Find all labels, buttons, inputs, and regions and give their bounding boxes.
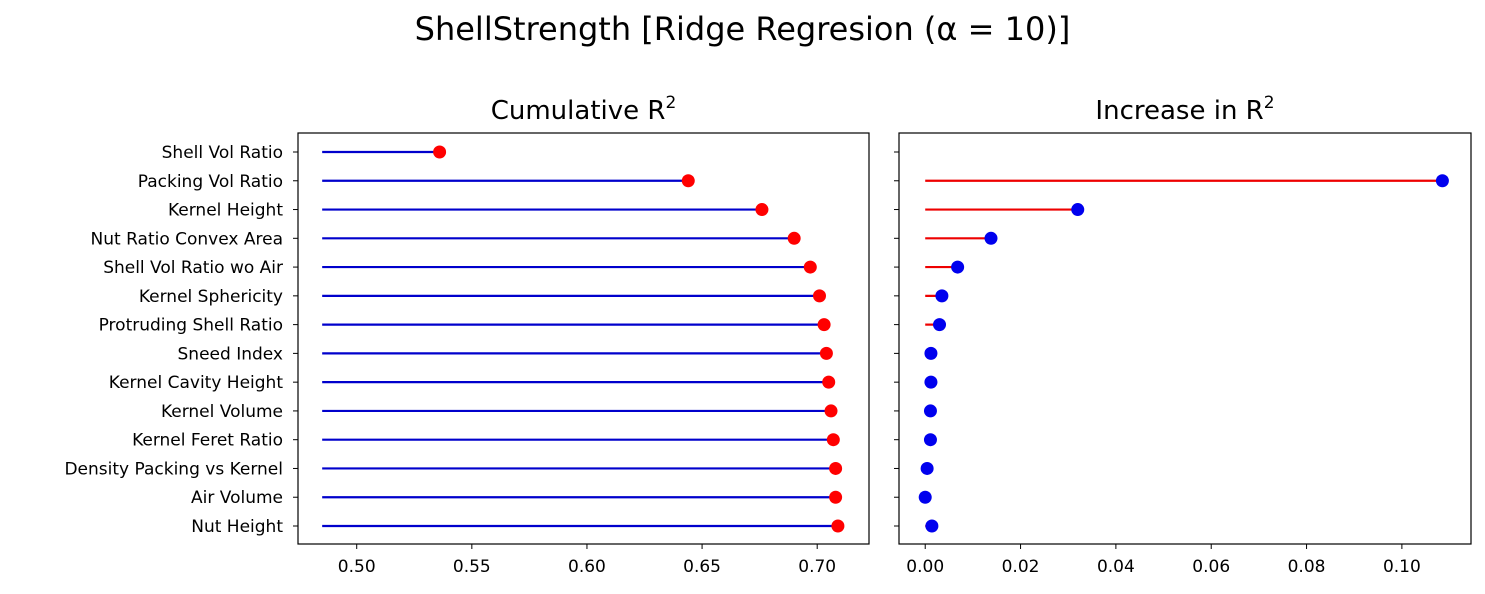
panel1-y-tick-label: Kernel Volume xyxy=(161,402,283,422)
figure-title: ShellStrength [Ridge Regresion (α = 10)] xyxy=(414,10,1071,48)
panel1-y-tick-label: Sneed Index xyxy=(178,344,283,364)
panel1-marker xyxy=(822,375,836,389)
panel1-y-tick-label: Shell Vol Ratio xyxy=(162,143,283,163)
panel1-x-tick-label: 0.60 xyxy=(568,557,606,577)
panel2-marker xyxy=(951,260,965,274)
panel2-marker xyxy=(924,375,938,389)
panel2-marker xyxy=(918,490,932,504)
panel2-marker xyxy=(924,346,938,360)
panel1-x-tick-label: 0.65 xyxy=(683,557,721,577)
panel1-y-tick-label: Nut Ratio Convex Area xyxy=(91,229,283,249)
panel2-marker xyxy=(935,289,949,303)
panel2-x-tick-label: 0.10 xyxy=(1383,557,1421,577)
panel1-axes-frame xyxy=(297,132,870,545)
panel2-x-tick-label: 0.04 xyxy=(1097,557,1135,577)
panel2-marker xyxy=(920,461,934,475)
panel1-marker xyxy=(817,318,831,332)
panel1-marker xyxy=(829,461,843,475)
panel1-marker xyxy=(433,145,447,159)
panel1-y-tick-label: Density Packing vs Kernel xyxy=(64,459,283,479)
panel1-y-tick-label: Protruding Shell Ratio xyxy=(99,316,283,336)
panel1-marker xyxy=(755,203,769,217)
panel2-x-tick-label: 0.00 xyxy=(906,557,944,577)
panel1-marker xyxy=(829,490,843,504)
panel1-y-tick-label: Kernel Height xyxy=(168,201,283,221)
panel1-marker xyxy=(787,231,801,245)
panel1-y-tick-label: Air Volume xyxy=(191,488,283,508)
panel2-marker xyxy=(984,231,998,245)
panel1-y-tick-label: Kernel Sphericity xyxy=(139,287,283,307)
panel2-x-tick-label: 0.06 xyxy=(1192,557,1230,577)
panel2-axes-frame xyxy=(898,132,1472,545)
panel1-y-tick-label: Kernel Cavity Height xyxy=(109,373,284,393)
panel1-x-tick-label: 0.55 xyxy=(453,557,491,577)
panel2-x-tick-label: 0.02 xyxy=(1002,557,1040,577)
panel2-x-tick-label: 0.08 xyxy=(1288,557,1326,577)
panel1-y-tick-label: Shell Vol Ratio wo Air xyxy=(103,258,283,278)
panel2-marker xyxy=(1435,174,1449,188)
panel1-y-tick-label: Kernel Feret Ratio xyxy=(132,431,283,451)
panel1-marker xyxy=(819,346,833,360)
panel2-marker xyxy=(1071,203,1085,217)
panel1-marker xyxy=(812,289,826,303)
panel1-marker xyxy=(824,404,838,418)
panel1-y-tick-label: Packing Vol Ratio xyxy=(138,172,283,192)
panel1-marker xyxy=(826,433,840,447)
panel1-marker xyxy=(831,519,845,533)
panel2-marker xyxy=(923,433,937,447)
panel1-x-tick-label: 0.50 xyxy=(338,557,376,577)
panel1-marker xyxy=(803,260,817,274)
panel2-marker xyxy=(923,404,937,418)
panel2-title: Increase in R2 xyxy=(1095,93,1274,126)
panel1-y-tick-label: Nut Height xyxy=(191,517,283,537)
panel1-x-tick-label: 0.70 xyxy=(798,557,836,577)
panel1-title: Cumulative R2 xyxy=(491,93,677,126)
panel2-marker xyxy=(933,318,947,332)
panel2-marker xyxy=(925,519,939,533)
panel1-marker xyxy=(681,174,695,188)
